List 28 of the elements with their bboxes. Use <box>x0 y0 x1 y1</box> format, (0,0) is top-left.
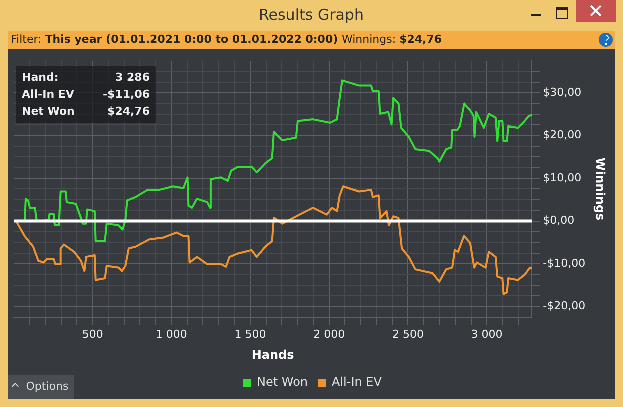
annotation: All-In EV <box>22 87 74 103</box>
x-tick-label: 3 000 <box>471 328 503 341</box>
annotation: Net Won <box>22 104 75 120</box>
x-tick-label: 500 <box>82 328 104 341</box>
x-tick-label: 1 500 <box>234 328 266 341</box>
y-axis-title: Winnings <box>594 158 608 221</box>
annotation: $24,76 <box>108 104 150 120</box>
text: Filter: <box>11 33 43 46</box>
y-tick-label: -$10,00 <box>543 256 586 270</box>
y-tick-label: $30,00 <box>543 86 582 99</box>
y-tick-label: $10,00 <box>543 171 582 184</box>
x-axis-title: Hands <box>252 348 294 362</box>
x-tick-label: 2 500 <box>392 328 424 341</box>
x-tick-label: 1 000 <box>156 328 188 341</box>
chart-title: Results Graph <box>258 5 365 26</box>
text: Options <box>26 380 69 393</box>
text: $24,76 <box>400 33 442 46</box>
annotation: -$11,06 <box>102 87 150 103</box>
y-tick-label: -$20,00 <box>543 300 586 313</box>
legend-label: Net Won <box>257 375 308 390</box>
text: Winnings: <box>342 33 398 46</box>
y-tick-label: $20,00 <box>543 128 582 142</box>
annotation: Hand: <box>22 70 59 86</box>
text: This year (01.01.2021 0:00 to 01.01.2022 0:00) <box>45 33 340 46</box>
x-tick-label: 2 000 <box>314 328 346 341</box>
y-tick-label: $0,00 <box>543 214 575 228</box>
legend-label: All-In EV <box>332 375 383 390</box>
annotation: 3 286 <box>116 70 150 86</box>
